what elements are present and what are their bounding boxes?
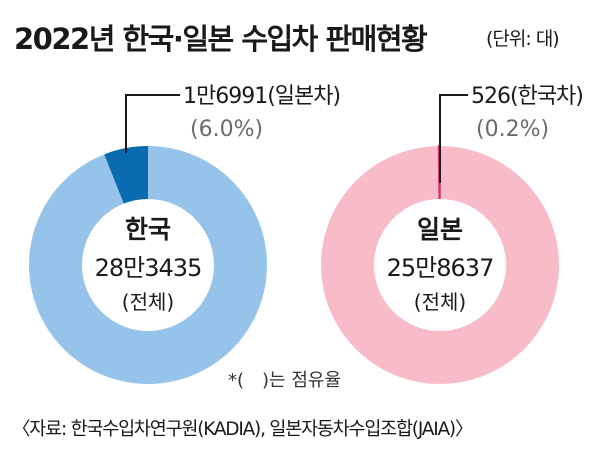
source-label: 〈자료: 한국수입차연구원(KADIA), 일본자동차수입조합(JAIA)〉 <box>12 419 473 440</box>
korea-total-note: (전체) <box>122 290 174 314</box>
footnote: *( )는 점유율 <box>228 370 342 391</box>
japan-leader-line <box>439 94 468 183</box>
korea-leader-line <box>125 94 180 153</box>
unit-label: (단위: 대) <box>486 28 560 50</box>
japan-donut-hole <box>374 199 506 331</box>
korea-donut: 한국 28만3435 (전체) 1만6991(일본차) (6.0%) <box>28 84 341 384</box>
japan-center-label: 일본 <box>417 215 463 244</box>
korea-donut-hole <box>82 199 214 331</box>
korea-slice-percent: (6.0%) <box>190 117 263 142</box>
japan-slice-label: 526(한국차) <box>471 84 583 109</box>
korea-total-value: 28만3435 <box>95 254 202 282</box>
korea-center-label: 한국 <box>125 215 171 244</box>
japan-slice-percent: (0.2%) <box>476 117 549 142</box>
japan-total-value: 25만8637 <box>387 254 494 282</box>
korea-slice-label: 1만6991(일본차) <box>183 84 340 109</box>
japan-donut: 일본 25만8637 (전체) 526(한국차) (0.2%) <box>321 84 584 384</box>
japan-total-note: (전체) <box>414 290 466 314</box>
chart-title: 2022년 한국·일본 수입차 판매현황 <box>14 22 428 56</box>
